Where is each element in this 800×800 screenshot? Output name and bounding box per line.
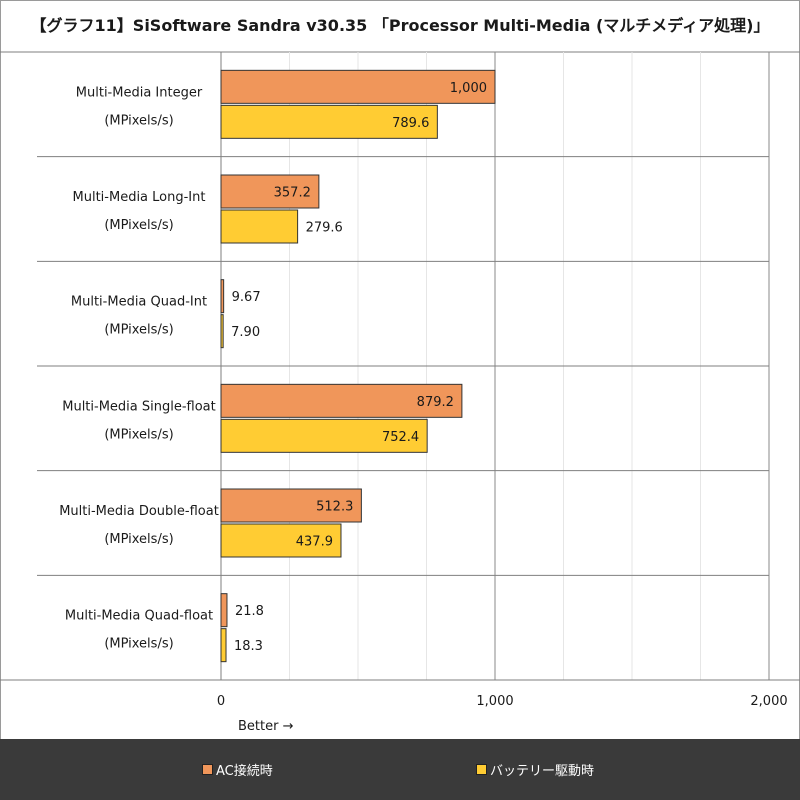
- legend-swatch-ac: [202, 764, 213, 775]
- bar-battery: [220, 523, 342, 558]
- bar-ac: [220, 174, 320, 209]
- category-label: Multi-Media Single-float: [62, 399, 216, 414]
- bar-ac: [220, 593, 228, 628]
- legend-item-battery: バッテリー駆動時: [476, 739, 594, 800]
- data-label: 21.8: [235, 604, 264, 619]
- category-label: Multi-Media Double-float: [59, 504, 219, 519]
- data-label: 357.2: [274, 186, 311, 201]
- bar-battery: [220, 628, 227, 663]
- bar-ac: [220, 488, 362, 523]
- legend-swatch-battery: [476, 764, 487, 775]
- category-label: Multi-Media Long-Int: [73, 190, 206, 205]
- data-label: 279.6: [306, 221, 343, 236]
- data-label: 9.67: [232, 290, 261, 305]
- bar-ac: [220, 69, 496, 104]
- bar-battery: [220, 104, 438, 139]
- legend: AC接続時 バッテリー駆動時: [0, 739, 800, 800]
- category-unit-label: (MPixels/s): [104, 113, 173, 128]
- x-tick-label: 2,000: [750, 694, 787, 709]
- legend-label-ac: AC接続時: [216, 764, 273, 779]
- category-unit-label: (MPixels/s): [104, 427, 173, 442]
- x-tick-label: 1,000: [476, 694, 513, 709]
- chart-title: 【グラフ11】SiSoftware Sandra v30.35 「Process…: [30, 16, 770, 35]
- bar-ac: [220, 383, 463, 418]
- bar-ac: [220, 279, 225, 314]
- data-label: 7.90: [231, 325, 260, 340]
- data-label: 752.4: [382, 430, 419, 445]
- category-unit-label: (MPixels/s): [104, 637, 173, 652]
- data-label: 789.6: [392, 116, 429, 131]
- data-label: 512.3: [316, 500, 353, 515]
- category-label: Multi-Media Quad-Int: [71, 295, 207, 310]
- bar-chart: 1,000 789.6 Multi-Media Integer (MPixels/s)…: [0, 51, 800, 734]
- category-label: Multi-Media Integer: [76, 85, 203, 100]
- bar-battery: [220, 209, 299, 244]
- x-axis-label: Better →: [238, 719, 294, 734]
- bar-battery: [220, 418, 428, 453]
- data-label: 1,000: [450, 81, 487, 96]
- data-label: 18.3: [234, 639, 263, 654]
- data-label: 879.2: [417, 395, 454, 410]
- legend-item-ac: AC接続時: [202, 739, 273, 800]
- bar-battery: [220, 314, 224, 349]
- category-unit-label: (MPixels/s): [104, 218, 173, 233]
- category-unit-label: (MPixels/s): [104, 532, 173, 547]
- category-unit-label: (MPixels/s): [104, 323, 173, 338]
- data-label: 437.9: [296, 535, 333, 550]
- legend-label-battery: バッテリー駆動時: [490, 764, 595, 779]
- category-label: Multi-Media Quad-float: [65, 609, 213, 624]
- x-tick-label: 0: [217, 694, 225, 709]
